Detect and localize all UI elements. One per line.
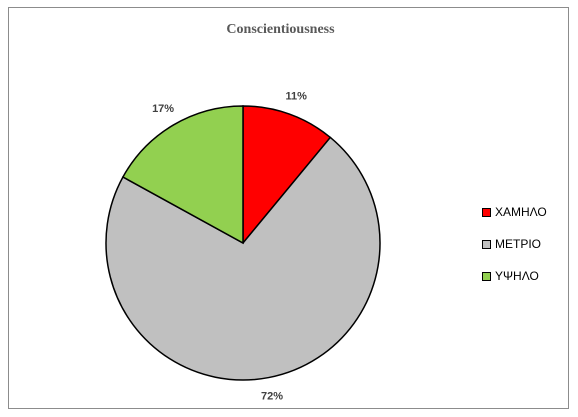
legend-label: ΥΨΗΛΟ [495, 269, 539, 283]
legend-item: ΥΨΗΛΟ [482, 268, 547, 284]
data-label-2: 17% [152, 103, 174, 115]
legend-label: ΧΑΜΗΛΟ [495, 205, 547, 219]
legend-item: ΧΑΜΗΛΟ [482, 204, 547, 220]
legend-item: ΜΕΤΡΙΟ [482, 236, 547, 252]
pie-slice-0 [242, 105, 332, 246]
legend-swatch [482, 239, 491, 249]
data-label-0: 11% [285, 90, 307, 102]
pie-slice-2 [121, 105, 244, 245]
chart-title: Conscientiousness [226, 22, 335, 37]
pie-slice-1 [105, 136, 381, 381]
data-label-1: 72% [261, 390, 283, 402]
legend-label: ΜΕΤΡΙΟ [495, 237, 542, 251]
legend-swatch [482, 207, 491, 217]
chart-legend: ΧΑΜΗΛΟ ΜΕΤΡΙΟ ΥΨΗΛΟ [482, 204, 547, 300]
legend-swatch [482, 271, 491, 281]
